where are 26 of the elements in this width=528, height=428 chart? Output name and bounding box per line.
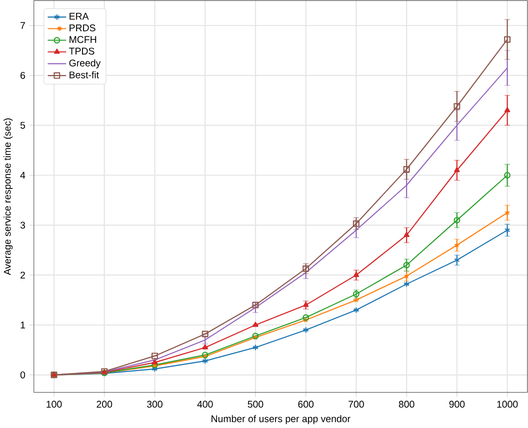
x-tick-label: 300 bbox=[147, 400, 162, 408]
y-axis-title: Average service response time (sec) bbox=[4, 118, 13, 276]
x-tick-label: 1000 bbox=[497, 400, 518, 408]
y-tick-label: 0 bbox=[20, 372, 26, 378]
y-tick-label: 1 bbox=[20, 322, 25, 328]
legend-label: TPDS bbox=[69, 48, 94, 55]
y-tick-label: 2 bbox=[20, 272, 25, 279]
x-tick-label: 400 bbox=[197, 400, 213, 408]
legend-label: PRDS bbox=[70, 24, 96, 32]
x-tick-label: 600 bbox=[298, 400, 314, 408]
legend-label: MCFH bbox=[70, 36, 96, 44]
x-tick-label: 700 bbox=[348, 400, 364, 408]
x-tick-label: 800 bbox=[398, 400, 414, 408]
legend-label: Greedy bbox=[69, 59, 101, 69]
x-tick-label: 500 bbox=[248, 400, 264, 408]
y-tick-label: 3 bbox=[20, 222, 26, 229]
y-tick-label: 6 bbox=[20, 72, 26, 79]
y-tick-label: 5 bbox=[20, 122, 26, 129]
x-tick-label: 100 bbox=[46, 400, 62, 408]
x-tick-label: 200 bbox=[96, 400, 112, 408]
legend-label: ERA bbox=[70, 13, 89, 20]
x-axis-title: Number of users per app vendor bbox=[212, 415, 350, 424]
y-tick-label: 7 bbox=[20, 22, 25, 29]
legend-label: Best-fit bbox=[70, 71, 99, 78]
y-tick-label: 4 bbox=[20, 172, 26, 179]
x-tick-label: 900 bbox=[449, 400, 465, 408]
